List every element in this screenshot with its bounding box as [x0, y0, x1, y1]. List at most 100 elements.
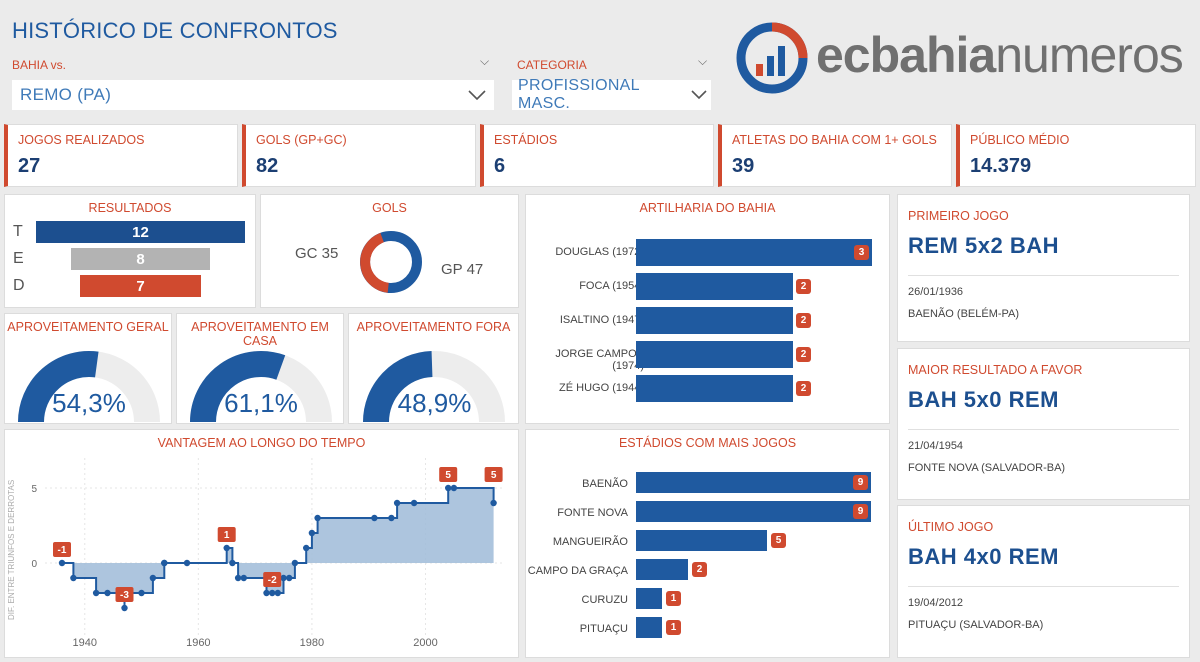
info-place: FONTE NOVA (SALVADOR-BA) [908, 462, 1066, 474]
gauge-value: 61,1% [224, 388, 298, 418]
category-filter-chevron-icon[interactable]: ⌵ [698, 54, 708, 68]
kpi-value: 82 [256, 155, 279, 177]
stadium-games-badge: 1 [666, 620, 681, 635]
gauge-card-casa: APROVEITAMENTO EM CASA 61,1% [176, 313, 344, 424]
scorer-bar[interactable] [636, 341, 793, 368]
data-point[interactable] [183, 559, 191, 567]
gc-label: GC 35 [295, 245, 339, 262]
annotation-badge [263, 572, 282, 587]
data-point[interactable] [286, 574, 293, 582]
stadium-bar[interactable] [636, 559, 688, 580]
category-select[interactable]: PROFISSIONAL MASC. [512, 77, 711, 112]
kpi-label: GOLS (GP+GC) [256, 133, 347, 147]
donut-gc-slice[interactable] [360, 232, 390, 293]
result-bar-empates[interactable]: 8 [71, 248, 210, 270]
gauge-title: APROVEITAMENTO GERAL [7, 320, 169, 334]
stadium-bar[interactable] [636, 472, 871, 493]
info-score: BAH 4x0 REM [908, 544, 1059, 569]
stadium-name: MANGUEIRÃO [552, 536, 628, 548]
data-point[interactable] [234, 574, 242, 582]
scorer-name: ISALTINO (1947) [559, 314, 644, 326]
gauge-geral [18, 351, 160, 423]
data-point[interactable] [314, 514, 321, 522]
annotation-badge [439, 467, 458, 482]
gols-card: GOLS GC 35 GP 47 [260, 194, 519, 308]
y-tick-label: 5 [31, 484, 37, 495]
info-title: ÚLTIMO JOGO [908, 520, 994, 534]
team-select[interactable]: REMO (PA) [12, 80, 494, 110]
data-point[interactable] [445, 484, 452, 492]
annotation-badge [217, 527, 236, 542]
annotation-badge [484, 467, 503, 482]
info-title: MAIOR RESULTADO A FAVOR [908, 363, 1083, 377]
data-point[interactable] [121, 604, 128, 612]
scorer-goals-badge: 3 [854, 245, 869, 260]
data-point[interactable] [388, 514, 395, 522]
stadium-name: CURUZU [581, 594, 628, 606]
data-point[interactable] [104, 589, 111, 597]
scorer-name: FOCA (1954) [579, 280, 644, 292]
annotation-label: -2 [268, 575, 277, 586]
stadium-games-badge: 2 [692, 562, 707, 577]
stadium-name: CAMPO DA GRAÇA [527, 565, 628, 577]
scorer-bar[interactable] [636, 273, 793, 300]
vantagem-card: VANTAGEM AO LONGO DO TEMPO DIF. ENTRE TR… [4, 429, 519, 658]
info-card-ultimo-jogo: ÚLTIMO JOGO BAH 4x0 REM 19/04/2012 PITUA… [897, 505, 1190, 658]
gauge-fill[interactable] [18, 351, 99, 423]
data-point[interactable] [280, 574, 287, 582]
result-bar-triunfos[interactable]: 12 [36, 221, 245, 243]
stadium-games-badge: 5 [771, 533, 786, 548]
stadium-bar[interactable] [636, 501, 871, 522]
gauge-fill[interactable] [363, 351, 434, 423]
scorer-bar[interactable] [636, 375, 793, 402]
gauge-fill[interactable] [190, 351, 286, 423]
y-tick-label: 0 [31, 559, 37, 570]
stadium-games-badge: 9 [853, 504, 868, 519]
info-score: BAH 5x0 REM [908, 387, 1059, 412]
info-card-primeiro-jogo: PRIMEIRO JOGO REM 5x2 BAH 26/01/1936 BAE… [897, 194, 1190, 342]
kpi-value: 6 [494, 155, 506, 177]
data-point[interactable] [393, 499, 401, 507]
kpi-gols: GOLS (GP+GC) 82 [242, 124, 476, 187]
data-point[interactable] [138, 589, 145, 597]
data-point[interactable] [371, 514, 378, 522]
vantagem-chart[interactable]: 1940 1960 1980 2000 0 5 -1 -3 1 -2 5 5 [5, 430, 520, 659]
stadium-bar[interactable] [636, 588, 662, 609]
data-point[interactable] [410, 499, 418, 507]
data-point[interactable] [58, 559, 66, 567]
data-point[interactable] [291, 559, 299, 567]
gauge-value: 48,9% [397, 388, 472, 418]
data-point[interactable] [161, 559, 168, 567]
scorer-bar[interactable] [636, 307, 793, 334]
info-score: REM 5x2 BAH [908, 233, 1059, 258]
result-letter-e: E [13, 250, 24, 267]
x-tick-label: 1980 [300, 637, 324, 649]
stadium-bar[interactable] [636, 617, 662, 638]
data-point[interactable] [450, 484, 458, 492]
data-point[interactable] [70, 574, 77, 582]
data-point[interactable] [490, 499, 497, 507]
data-point[interactable] [223, 544, 230, 552]
resultados-card: RESULTADOS T E D 12 8 7 [4, 194, 256, 308]
data-point[interactable] [263, 589, 270, 597]
result-bar-derrotas[interactable]: 7 [80, 275, 201, 297]
stadium-bar[interactable] [636, 530, 767, 551]
scorer-bar[interactable] [636, 239, 872, 266]
data-point[interactable] [303, 544, 310, 552]
data-point[interactable] [274, 589, 281, 597]
kpi-publico: PÚBLICO MÉDIO 14.379 [956, 124, 1196, 187]
data-point[interactable] [269, 589, 276, 597]
info-date: 21/04/1954 [908, 440, 964, 452]
annotation-label: 5 [491, 470, 497, 481]
data-point[interactable] [308, 529, 316, 537]
annotation-badge [53, 542, 71, 557]
data-point[interactable] [240, 574, 247, 582]
info-divider [908, 275, 1179, 276]
gols-donut[interactable] [356, 227, 426, 297]
kpi-label: JOGOS REALIZADOS [18, 133, 145, 147]
stadium-name: PITUAÇU [579, 623, 628, 635]
data-point[interactable] [92, 589, 100, 597]
data-point[interactable] [229, 559, 236, 567]
team-filter-chevron-icon[interactable]: ⌵ [480, 54, 490, 68]
data-point[interactable] [149, 574, 157, 582]
